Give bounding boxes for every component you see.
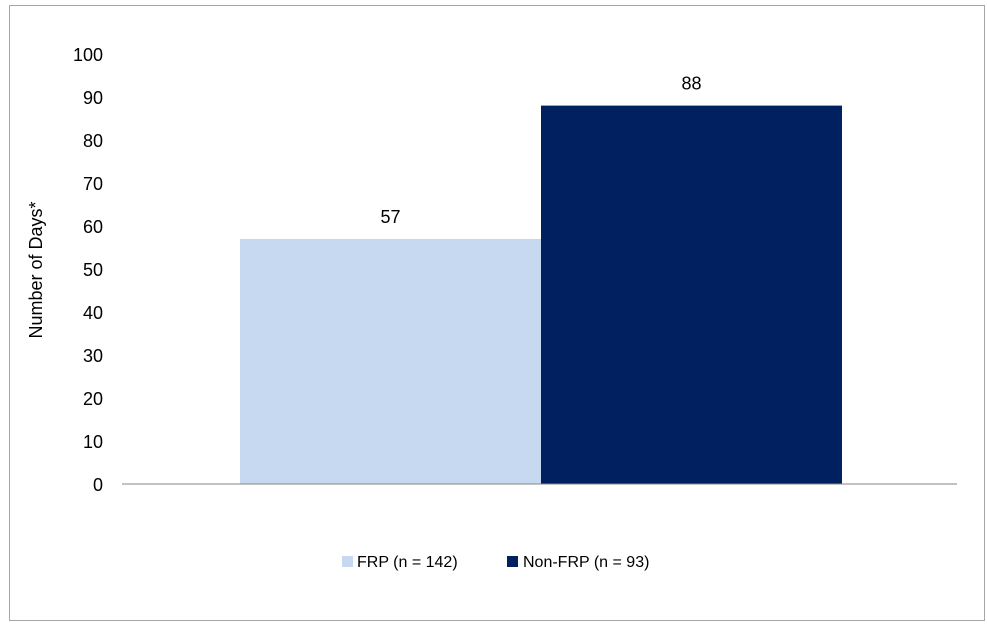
legend-label-1: Non-FRP (n = 93) bbox=[523, 554, 649, 571]
legend-swatch-1 bbox=[507, 556, 518, 567]
y-tick-label: 80 bbox=[83, 131, 103, 151]
y-tick-label: 100 bbox=[73, 45, 103, 65]
bar-0 bbox=[240, 238, 541, 484]
data-label-0: 57 bbox=[380, 207, 400, 227]
y-tick-label: 20 bbox=[83, 389, 103, 409]
data-label-1: 88 bbox=[681, 74, 701, 94]
y-axis-ticks: 0 10 20 30 40 50 60 70 80 90 100 bbox=[73, 45, 103, 495]
y-tick-label: 0 bbox=[93, 475, 103, 495]
y-tick-label: 50 bbox=[83, 260, 103, 280]
y-tick-label: 10 bbox=[83, 432, 103, 452]
legend: FRP (n = 142) Non-FRP (n = 93) bbox=[342, 554, 649, 571]
y-tick-label: 30 bbox=[83, 346, 103, 366]
y-tick-label: 40 bbox=[83, 303, 103, 323]
y-tick-label: 60 bbox=[83, 217, 103, 237]
y-tick-label: 70 bbox=[83, 174, 103, 194]
y-tick-label: 90 bbox=[83, 88, 103, 108]
legend-swatch-0 bbox=[342, 556, 353, 567]
legend-label-0: FRP (n = 142) bbox=[357, 554, 458, 571]
bars: 57 88 bbox=[240, 74, 842, 484]
y-axis-title: Number of Days* bbox=[26, 201, 46, 338]
bar-1 bbox=[541, 105, 842, 484]
